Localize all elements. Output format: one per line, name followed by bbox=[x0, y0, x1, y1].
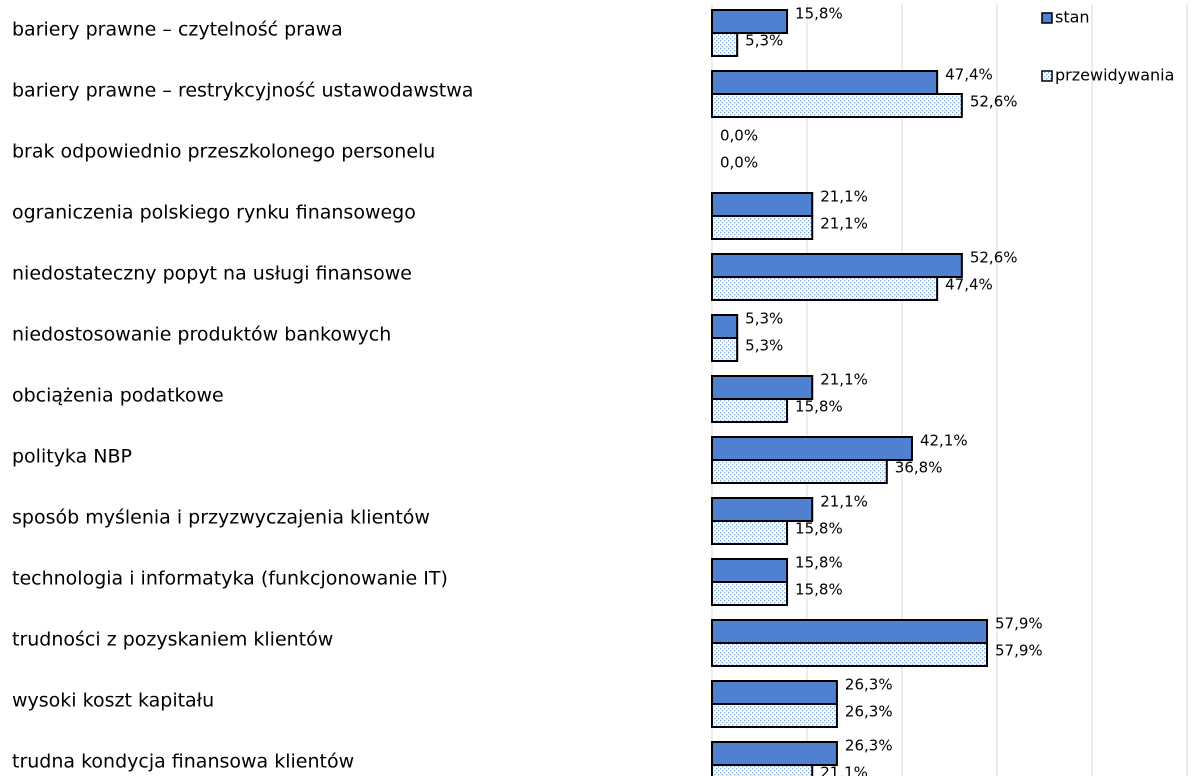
value-label: 21,1% bbox=[820, 188, 868, 206]
legend-swatch bbox=[1041, 12, 1053, 24]
bar bbox=[711, 93, 963, 118]
bar bbox=[711, 9, 789, 34]
bar bbox=[711, 253, 963, 278]
bar bbox=[711, 497, 814, 522]
category-label: sposób myślenia i przyzwyczajenia klient… bbox=[12, 507, 430, 529]
bar bbox=[711, 337, 739, 362]
value-label: 5,3% bbox=[745, 337, 783, 355]
bar bbox=[711, 215, 814, 240]
value-label: 5,3% bbox=[745, 32, 783, 50]
legend-swatch bbox=[1041, 70, 1053, 82]
category-label: niedostateczny popyt na usługi finansowe bbox=[12, 263, 412, 285]
bar bbox=[711, 703, 838, 728]
value-label: 21,1% bbox=[820, 215, 868, 233]
value-label: 52,6% bbox=[970, 93, 1018, 111]
value-label: 26,3% bbox=[845, 703, 893, 721]
bar bbox=[711, 32, 739, 57]
value-label: 15,8% bbox=[795, 5, 843, 23]
category-label: ograniczenia polskiego rynku finansowego bbox=[12, 202, 416, 224]
value-label: 47,4% bbox=[945, 276, 993, 294]
value-label: 21,1% bbox=[820, 493, 868, 511]
bar bbox=[711, 680, 838, 705]
value-label: 0,0% bbox=[720, 127, 758, 145]
value-label: 26,3% bbox=[845, 737, 893, 755]
value-label: 0,0% bbox=[720, 154, 758, 172]
category-label: brak odpowiednio przeszkolonego personel… bbox=[12, 141, 435, 163]
bar bbox=[711, 619, 989, 644]
bar bbox=[711, 276, 939, 301]
value-label: 52,6% bbox=[970, 249, 1018, 267]
bar bbox=[711, 192, 814, 217]
bar bbox=[711, 459, 888, 484]
bar bbox=[711, 520, 789, 545]
category-label: technologia i informatyka (funkcjonowani… bbox=[12, 568, 448, 590]
value-label: 26,3% bbox=[845, 676, 893, 694]
value-label: 36,8% bbox=[895, 459, 943, 477]
bar bbox=[711, 436, 913, 461]
value-label: 21,1% bbox=[820, 371, 868, 389]
category-label: bariery prawne – czytelność prawa bbox=[12, 19, 343, 41]
legend-label: przewidywania bbox=[1055, 66, 1174, 85]
legend-label: stan bbox=[1055, 8, 1090, 27]
bar bbox=[711, 375, 814, 400]
value-label: 15,8% bbox=[795, 554, 843, 572]
bar bbox=[711, 581, 789, 606]
bar bbox=[711, 741, 838, 766]
bar bbox=[711, 398, 789, 423]
category-label: trudna kondycja finansowa klientów bbox=[12, 751, 354, 773]
value-label: 15,8% bbox=[795, 398, 843, 416]
bar bbox=[711, 764, 814, 776]
bar bbox=[711, 70, 939, 95]
value-label: 21,1% bbox=[820, 764, 868, 776]
value-label: 57,9% bbox=[995, 642, 1043, 660]
bar bbox=[711, 642, 989, 667]
value-label: 47,4% bbox=[945, 66, 993, 84]
value-label: 42,1% bbox=[920, 432, 968, 450]
category-label: trudności z pozyskaniem klientów bbox=[12, 629, 333, 651]
category-label: bariery prawne – restrykcyjność ustawoda… bbox=[12, 80, 473, 102]
value-label: 57,9% bbox=[995, 615, 1043, 633]
category-label: wysoki koszt kapitału bbox=[12, 690, 214, 712]
value-label: 15,8% bbox=[795, 581, 843, 599]
category-label: obciążenia podatkowe bbox=[12, 385, 224, 407]
value-label: 5,3% bbox=[745, 310, 783, 328]
value-label: 15,8% bbox=[795, 520, 843, 538]
bar bbox=[711, 314, 739, 339]
category-label: polityka NBP bbox=[12, 446, 132, 468]
bar bbox=[711, 558, 789, 583]
category-label: niedostosowanie produktów bankowych bbox=[12, 324, 391, 346]
